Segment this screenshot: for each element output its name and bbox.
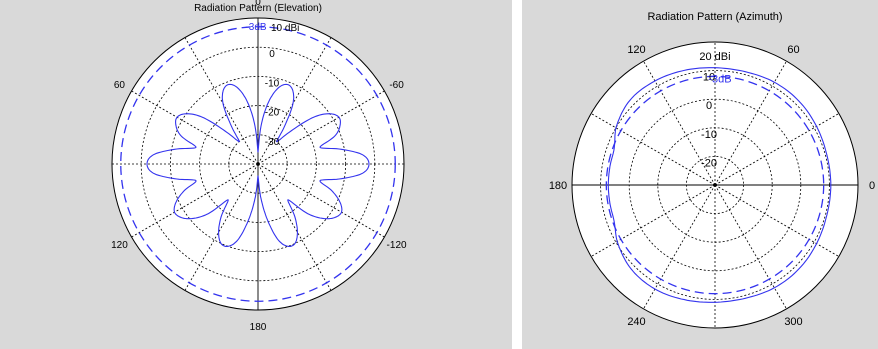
angle-label: 240: [627, 316, 645, 328]
grid-spoke: [257, 37, 332, 165]
grid-spoke: [184, 37, 259, 165]
radial-tick-label: -10: [701, 129, 717, 141]
angle-label: 120: [111, 240, 128, 251]
angle-label: 120: [627, 44, 645, 56]
angle-label: 0: [869, 180, 875, 192]
chart-title: Radiation Pattern (Azimuth): [647, 11, 782, 23]
grid-circle: [199, 105, 317, 223]
angle-label: 180: [250, 322, 267, 333]
chart-title: Radiation Pattern (Elevation): [194, 3, 322, 14]
azimuth-panel: 10 0 -10 -20 20 dBi -3dB 0 60 120 180 240 300 Radiat…: [522, 0, 878, 349]
grid-spoke: [131, 90, 259, 165]
radial-unit-label: 20 dBi: [699, 51, 730, 63]
angle-label: 60: [787, 44, 799, 56]
reference-circle: [120, 26, 396, 302]
angle-label: 180: [549, 180, 567, 192]
radial-tick-label: -20: [701, 157, 717, 169]
elevation-polar-chart: 0 -10 -20 -30 10 dBi -3dB 0 -60 -120 180 120 60 Radi…: [111, 0, 407, 333]
radial-tick-label: 0: [269, 49, 275, 60]
reference-circle: [605, 75, 825, 295]
reference-label: -3dB: [245, 22, 266, 33]
reference-label: -3dB: [708, 73, 731, 85]
radial-unit-label: 10 dBi: [271, 23, 299, 34]
pattern-series-line: [146, 83, 370, 247]
angle-label: 300: [784, 316, 802, 328]
grid-spoke: [131, 163, 259, 238]
radial-tick-label: 10: [703, 72, 715, 84]
center-point: [713, 183, 717, 187]
radial-tick-label: -30: [265, 137, 280, 148]
grid-spoke: [257, 90, 385, 165]
elevation-panel: 0 -10 -20 -30 10 dBi -3dB 0 -60 -120 180 120 60 Radi…: [0, 0, 512, 349]
radial-tick-label: 0: [706, 100, 712, 112]
angle-label: 0: [255, 0, 261, 8]
azimuth-polar-chart: 10 0 -10 -20 20 dBi -3dB 0 60 120 180 240 300 Radiat…: [549, 11, 875, 329]
angle-label: -120: [387, 240, 407, 251]
radial-tick-label: -10: [265, 78, 280, 89]
grid-spoke: [257, 163, 332, 291]
angle-label: 60: [114, 80, 126, 91]
angle-label: -60: [389, 80, 404, 91]
grid-spoke: [257, 163, 385, 238]
pattern-series-line: [607, 67, 832, 303]
radial-tick-label: -20: [265, 108, 280, 119]
grid-spoke: [184, 163, 259, 291]
